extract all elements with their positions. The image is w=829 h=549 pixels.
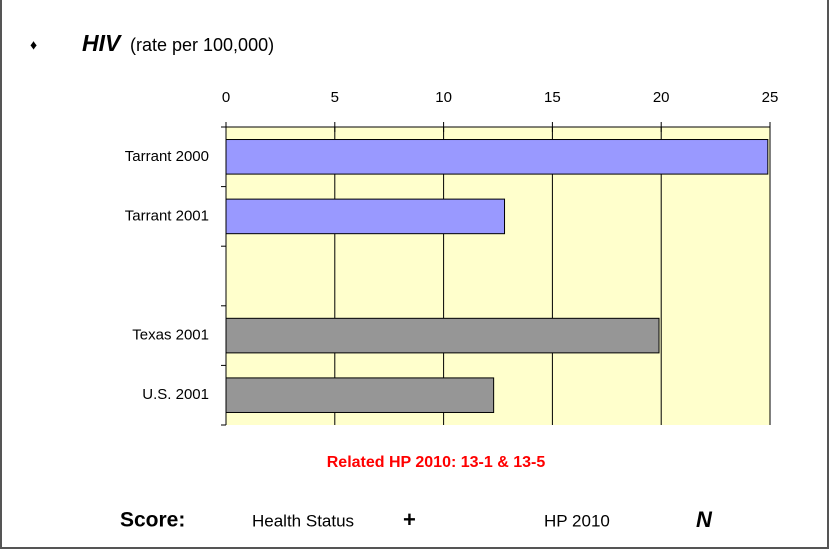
bar bbox=[225, 139, 769, 175]
y-tick-label: U.S. 2001 bbox=[142, 386, 209, 403]
heading: HIV bbox=[82, 30, 122, 56]
x-tick-label: 15 bbox=[544, 89, 561, 106]
x-tick-label: 0 bbox=[222, 89, 230, 106]
score-item-name: Health Status bbox=[252, 511, 354, 530]
heading-note: (rate per 100,000) bbox=[130, 35, 274, 55]
x-tick-label: 10 bbox=[435, 89, 452, 106]
x-tick-label: 25 bbox=[762, 89, 779, 106]
score-label: Score: bbox=[120, 509, 185, 532]
y-tick-label: Tarrant 2001 bbox=[125, 207, 209, 224]
plot-background bbox=[226, 127, 770, 425]
related-note: Related HP 2010: 13-1 & 13-5 bbox=[327, 454, 546, 471]
score-item-symbol: N bbox=[696, 507, 713, 532]
plot: 0 5 10 15 20 25 Tarrant 2000 Tarrant 2001 Texas … bbox=[125, 89, 779, 426]
x-tick-label: 5 bbox=[331, 89, 339, 106]
bar bbox=[225, 198, 506, 235]
bar bbox=[225, 377, 495, 413]
y-tick-label: Tarrant 2000 bbox=[125, 148, 209, 165]
y-tick-label: Texas 2001 bbox=[132, 327, 209, 344]
score-item-symbol: + bbox=[403, 507, 416, 532]
bar bbox=[225, 317, 660, 354]
score-item-name: HP 2010 bbox=[544, 511, 610, 530]
x-tick-label: 20 bbox=[653, 89, 670, 106]
bullet: ♦ bbox=[30, 37, 37, 53]
